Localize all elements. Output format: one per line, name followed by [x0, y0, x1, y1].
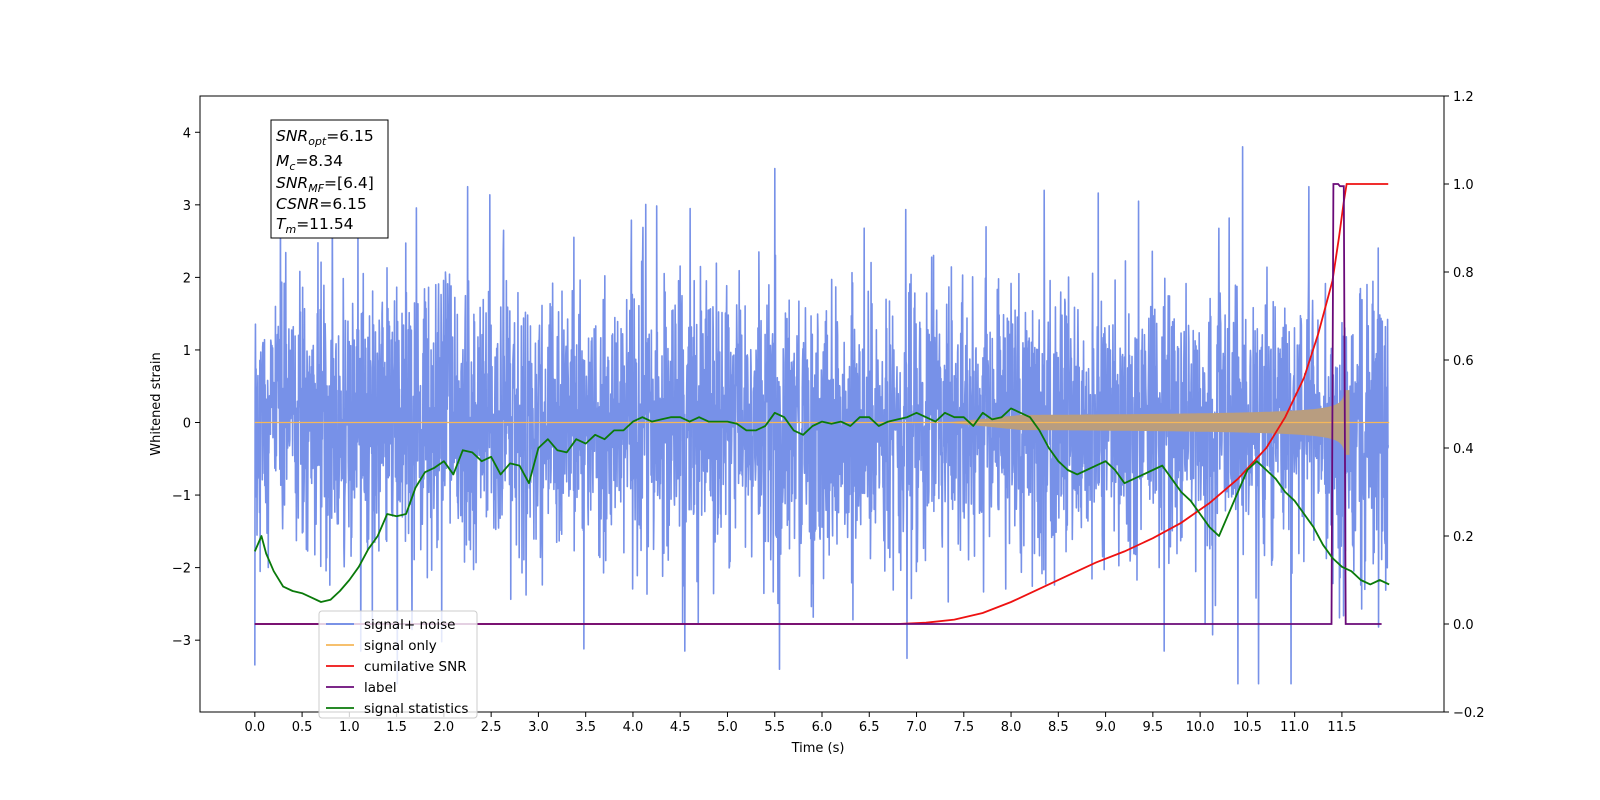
x-tick-label: 4.0: [623, 720, 644, 735]
y-tick-label: −3: [172, 634, 191, 649]
y-tick-label: 3: [183, 199, 191, 214]
x-tick-label: 5.0: [717, 720, 738, 735]
plot-area: [254, 145, 1390, 685]
x-tick-label: 8.0: [1001, 720, 1022, 735]
x-tick-label: 6.5: [859, 720, 880, 735]
x-tick-label: 3.5: [575, 720, 596, 735]
legend-label-signal-only: signal only: [364, 638, 437, 654]
x-axis: 0.0 0.5 1.0 1.5 2.0 2.5 3.0 3.5 4.0 4.5 5.0 5.5 6.0 6…: [244, 712, 1356, 735]
y2-tick-label: 0.4: [1453, 442, 1474, 457]
y-axis-right: −0.2 0.0 0.2 0.4 0.6 0.8 1.0 1.2: [1444, 90, 1485, 721]
x-tick-label: 0.0: [244, 720, 265, 735]
y2-tick-label: 0.0: [1453, 618, 1474, 633]
signal-statistics-series: [254, 407, 1390, 603]
y-tick-label: −1: [172, 489, 191, 504]
x-tick-label: 2.0: [434, 720, 455, 735]
x-tick-label: 8.5: [1048, 720, 1069, 735]
x-tick-label: 11.0: [1280, 720, 1309, 735]
x-tick-label: 10.0: [1186, 720, 1215, 735]
y-tick-label: 4: [183, 126, 191, 141]
x-tick-label: 10.5: [1233, 720, 1262, 735]
x-axis-label: Time (s): [791, 741, 845, 756]
x-tick-label: 9.5: [1143, 720, 1164, 735]
legend: signal+ noise signal only cumilative SNR…: [318, 610, 478, 719]
legend-label-label: label: [364, 680, 397, 696]
x-tick-label: 0.5: [292, 720, 313, 735]
x-tick-label: 6.0: [812, 720, 833, 735]
x-tick-label: 4.5: [670, 720, 691, 735]
y2-tick-label: 0.6: [1453, 354, 1474, 369]
x-tick-label: 2.5: [481, 720, 502, 735]
x-tick-label: 9.0: [1095, 720, 1116, 735]
y2-tick-label: 1.2: [1453, 90, 1474, 105]
legend-frame: [318, 610, 478, 719]
y-axis-label: Whitened strain: [149, 352, 164, 455]
y-tick-label: 1: [183, 344, 191, 359]
x-tick-label: 7.0: [906, 720, 927, 735]
x-tick-label: 5.5: [764, 720, 785, 735]
x-tick-label: 11.5: [1327, 720, 1356, 735]
y-tick-label: 0: [183, 417, 191, 432]
y2-tick-label: 0.2: [1453, 530, 1474, 545]
label-series: [254, 183, 1382, 625]
y2-tick-label: 1.0: [1453, 178, 1474, 193]
y-tick-label: −2: [172, 562, 191, 577]
y-tick-label: 2: [183, 271, 191, 286]
csnr-annotation: CSNR=6.15: [276, 195, 367, 213]
legend-label-signal-noise: signal+ noise: [364, 617, 455, 633]
y2-tick-label: −0.2: [1453, 706, 1485, 721]
legend-label-cumulative-snr: cumilative SNR: [364, 659, 467, 675]
cumulative-snr-series: [254, 183, 1389, 625]
y2-tick-label: 0.8: [1453, 266, 1474, 281]
annotation-box: SNRopt=6.15 Mc=8.34 SNRMF=[6.4] CSNR=6.1…: [270, 119, 389, 239]
x-tick-label: 1.5: [386, 720, 407, 735]
x-tick-label: 7.5: [953, 720, 974, 735]
y-axis-left: −3 −2 −1 0 1 2 3 4: [172, 126, 200, 649]
tm-annotation: Tm=11.54: [276, 215, 354, 236]
signal-noise-series: [254, 145, 1390, 685]
snr-opt-annotation: SNRopt=6.15: [276, 127, 374, 148]
x-tick-label: 1.0: [339, 720, 360, 735]
mc-annotation: Mc=8.34: [276, 152, 343, 173]
snr-mf-annotation: SNRMF=[6.4]: [276, 174, 374, 195]
legend-label-signal-statistics: signal statistics: [364, 701, 468, 717]
x-tick-label: 3.0: [528, 720, 549, 735]
